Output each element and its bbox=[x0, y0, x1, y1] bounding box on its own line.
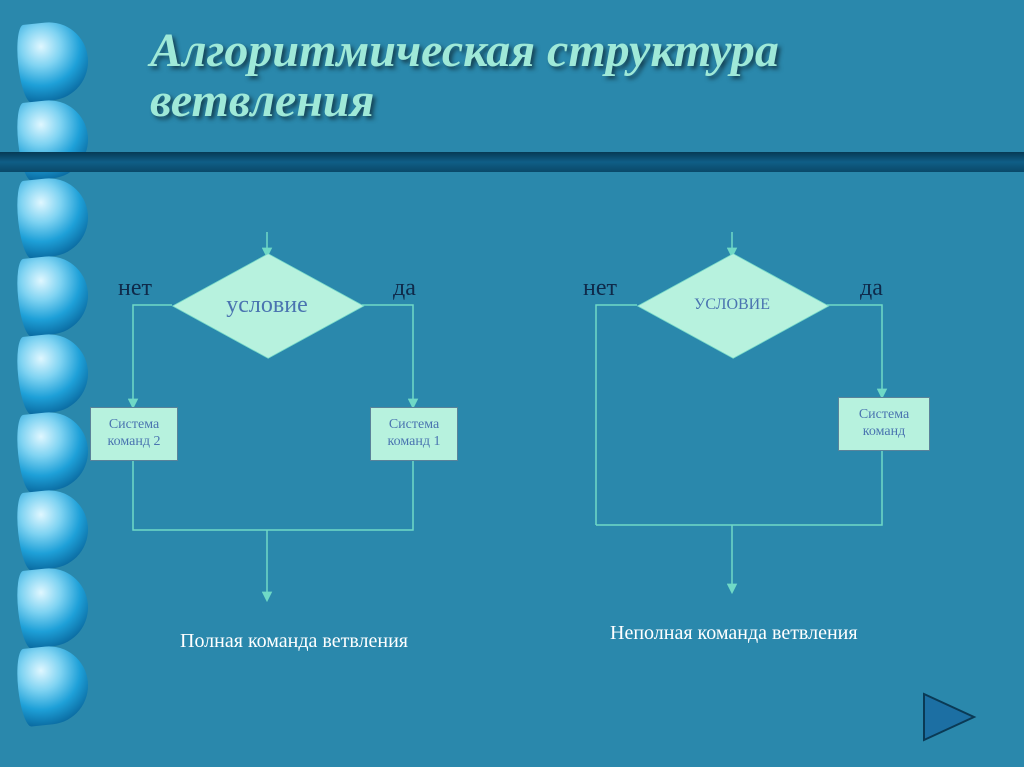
diamond-label: УСЛОВИЕ bbox=[637, 253, 827, 357]
process-box-left: Система команд 2 bbox=[90, 407, 178, 461]
right.diamond: УСЛОВИЕ bbox=[637, 253, 827, 357]
flowchart-caption-left: Полная команда ветвления bbox=[180, 630, 408, 653]
connector-line bbox=[827, 305, 882, 397]
diamond-label: условие bbox=[172, 253, 362, 357]
branch-label-yes: да bbox=[393, 275, 416, 302]
branch-label-yes: да bbox=[860, 275, 883, 302]
play-icon bbox=[924, 694, 974, 740]
connector-line bbox=[133, 305, 172, 407]
connector-line bbox=[362, 305, 413, 407]
process-box-right: Система команд bbox=[838, 397, 930, 451]
slide-stage: Алгоритмическая структураветвленияуслови… bbox=[0, 0, 1024, 767]
left.diamond: условие bbox=[172, 253, 362, 357]
next-slide-button[interactable] bbox=[920, 690, 980, 744]
connector-layer bbox=[0, 0, 1024, 767]
process-box-right: Система команд 1 bbox=[370, 407, 458, 461]
flowchart-caption-right: Неполная команда ветвления bbox=[610, 622, 858, 645]
connector-line bbox=[133, 459, 413, 530]
connector-line bbox=[596, 449, 882, 525]
branch-label-no: нет bbox=[118, 275, 152, 302]
connector-line bbox=[596, 305, 637, 525]
branch-label-no: нет bbox=[583, 275, 617, 302]
